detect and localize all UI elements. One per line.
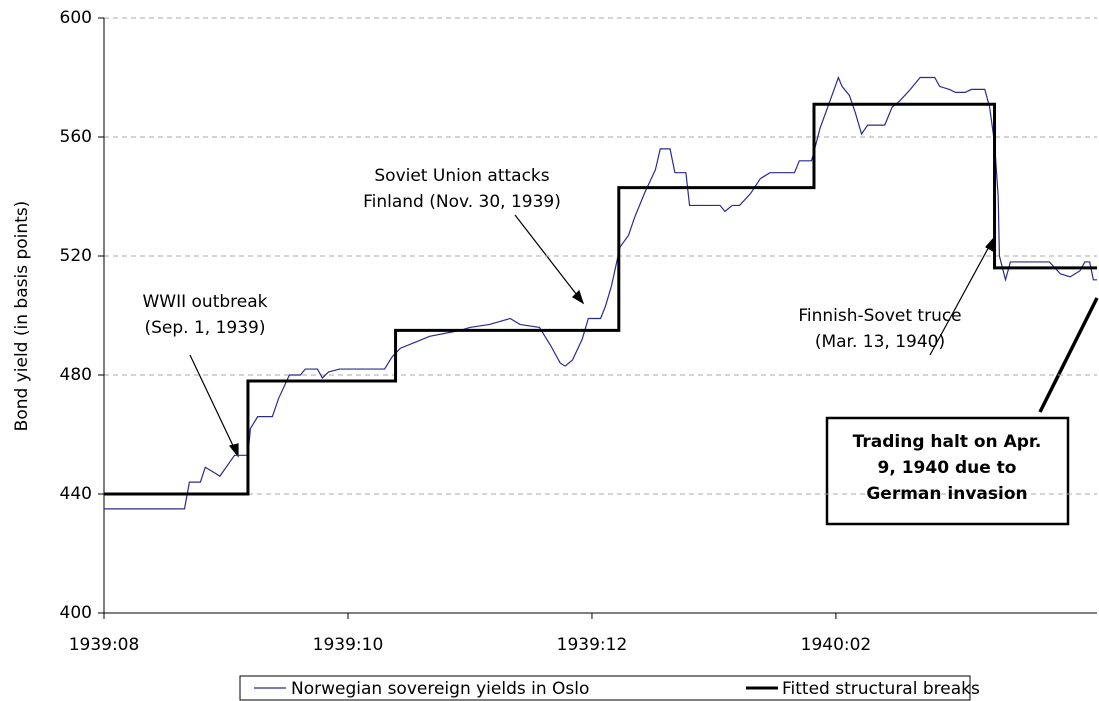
series-line bbox=[104, 102, 1097, 496]
y-tick-label: 400 bbox=[60, 603, 92, 623]
annotation-text: German invasion bbox=[866, 484, 1027, 504]
legend-label: Norwegian sovereign yields in Oslo bbox=[291, 679, 589, 699]
y-tick-label: 520 bbox=[60, 246, 92, 266]
y-tick-label: 440 bbox=[60, 484, 92, 504]
annotation-box bbox=[825, 416, 1070, 526]
annotation-text: 9, 1940 due to bbox=[878, 458, 1017, 478]
x-tick-label: 1939:10 bbox=[313, 635, 384, 655]
annotation-text: Soviet Union attacks bbox=[374, 166, 549, 186]
y-tick-label: 560 bbox=[60, 127, 92, 147]
y-tick-label: 480 bbox=[60, 365, 92, 385]
y-tick-label: 600 bbox=[60, 8, 92, 28]
x-tick-label: 1940:02 bbox=[801, 635, 872, 655]
annotation-arrows bbox=[189, 214, 1099, 458]
x-tick-label: 1939:12 bbox=[557, 635, 628, 655]
annotation-text: Finnish-Sovet truce bbox=[798, 306, 961, 326]
series-line bbox=[104, 75, 1097, 510]
y-axis-label: Bond yield (in basis points) bbox=[12, 201, 32, 432]
annotation-text: WWII outbreak bbox=[142, 292, 267, 312]
legend-box bbox=[239, 675, 971, 701]
annotation-text: Trading halt on Apr. bbox=[853, 432, 1042, 452]
annotation-text: Finland (Nov. 30, 1939) bbox=[363, 192, 561, 212]
legend-label: Fitted structural breaks bbox=[782, 679, 980, 699]
annotation-text: (Sep. 1, 1939) bbox=[144, 318, 265, 338]
annotation-text: (Mar. 13, 1940) bbox=[815, 332, 945, 352]
x-tick-label: 1939:08 bbox=[69, 635, 140, 655]
